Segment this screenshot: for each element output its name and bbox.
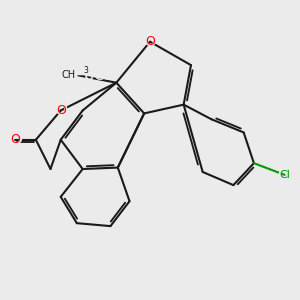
Text: 3: 3: [84, 66, 89, 75]
Text: O: O: [9, 132, 22, 147]
Text: O: O: [11, 133, 20, 146]
Text: Cl: Cl: [279, 170, 290, 180]
Text: #ebebeb: #ebebeb: [40, 66, 116, 84]
Text: O: O: [56, 104, 66, 117]
Text: CH: CH: [61, 70, 75, 80]
Text: Cl: Cl: [277, 168, 292, 182]
Text: O: O: [143, 34, 157, 49]
Text: O: O: [54, 103, 67, 118]
Text: O: O: [145, 35, 155, 48]
